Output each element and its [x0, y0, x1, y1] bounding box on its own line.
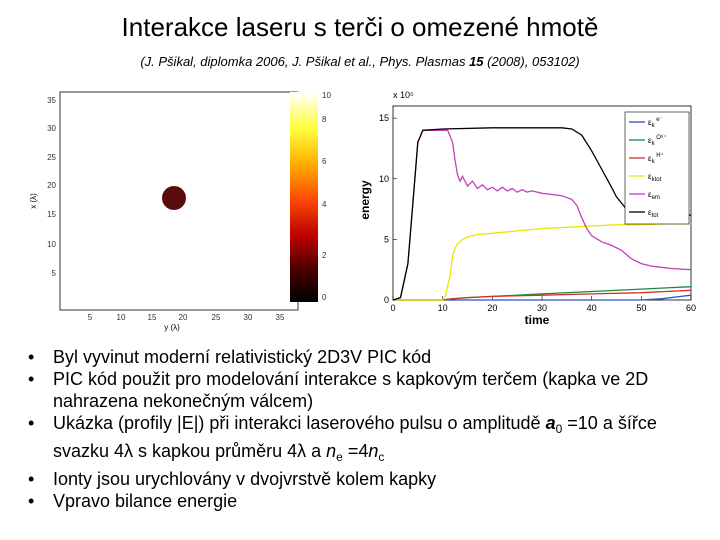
bullet-text: =10 a šířce svazku 4 — [53, 413, 657, 461]
xtick-label: 30 — [537, 303, 547, 313]
ytick-label: 0 — [384, 295, 389, 305]
xtick: 20 — [179, 313, 188, 322]
bullet-text: Ukázka (profily |E|) při interakci laser… — [53, 413, 546, 433]
x-axis-label: time — [525, 313, 550, 327]
colorbar-tick: 10 — [322, 91, 331, 100]
x-ticks: 5 10 15 20 25 30 35 — [88, 313, 285, 322]
citation-text-end: (2008), 053102) — [483, 54, 580, 69]
ytick: 35 — [47, 96, 56, 105]
legend-entry: εem — [648, 190, 660, 201]
colorbar — [290, 92, 318, 302]
bullet-text: =4 — [342, 441, 369, 461]
ytick: 20 — [47, 181, 56, 190]
subscript: c — [378, 450, 385, 464]
xtick: 5 — [88, 313, 93, 322]
bullet-item: Ionty jsou urychlovány v dvojvrstvě kole… — [28, 468, 708, 490]
xtick: 15 — [148, 313, 157, 322]
bullet-item: Byl vyvinut moderní relativistický 2D3V … — [28, 346, 708, 368]
y-axis-label: energy — [358, 180, 372, 220]
field-profile-plot: 35 30 25 20 15 10 5 5 10 15 20 25 30 35 … — [29, 91, 331, 332]
series-line — [393, 289, 692, 301]
series-line — [393, 294, 692, 301]
xtick: 30 — [244, 313, 253, 322]
citation-text: (J. Pšikal, diplomka 2006, J. Pšikal et … — [140, 54, 470, 69]
series-line — [392, 129, 692, 301]
colorbar-tick: 8 — [322, 115, 327, 124]
ytick-label: 5 — [384, 234, 389, 244]
ytick-label: 10 — [379, 174, 389, 184]
xtick-label: 50 — [636, 303, 646, 313]
bullet-text: a — [306, 441, 327, 461]
colorbar-tick: 6 — [322, 157, 327, 166]
bullet-item: PIC kód použit pro modelování interakce … — [28, 368, 708, 412]
xtick-label: 0 — [390, 303, 395, 313]
colorbar-tick: 4 — [322, 200, 327, 209]
symbol-lambda: λ — [124, 441, 134, 461]
symbol-a: a — [545, 413, 556, 433]
colorbar-tick: 0 — [322, 293, 327, 302]
subscript: e — [336, 450, 343, 464]
x-axis-label: y (λ) — [164, 323, 180, 332]
citation-volume: 15 — [469, 54, 484, 69]
ytick: 5 — [52, 269, 57, 278]
symbol-n: n — [326, 441, 337, 461]
xtick-label: 10 — [438, 303, 448, 313]
legend-box — [624, 111, 690, 225]
bullet-list: Byl vyvinut moderní relativistický 2D3V … — [28, 346, 708, 512]
bullet-text: s kapkou průměru 4 — [133, 441, 298, 461]
bullet-item: Vpravo bilance energie — [28, 490, 708, 512]
ytick: 30 — [47, 124, 56, 133]
slide-title: Interakce laseru s terči o omezené hmotě — [121, 12, 599, 42]
chart-multiplier: x 10⁵ — [393, 90, 414, 100]
symbol-lambda: λ — [297, 441, 307, 461]
legend-entry: εtot — [648, 208, 659, 219]
legend-entry: εktot — [648, 172, 662, 183]
energy-balance-chart: 0 5 10 15 0 10 20 30 40 50 60 x 10⁵ energy time εk… — [358, 90, 696, 327]
xtick-label: 60 — [686, 303, 696, 313]
xtick: 25 — [212, 313, 221, 322]
subscript: 0 — [555, 422, 563, 436]
ytick: 10 — [47, 240, 56, 249]
ytick: 15 — [47, 210, 56, 219]
droplet — [162, 186, 186, 210]
slide-citation: (J. Pšikal, diplomka 2006, J. Pšikal et … — [0, 54, 720, 69]
ytick-label: 15 — [379, 113, 389, 123]
series-line — [393, 222, 691, 301]
y-axis-label: x (λ) — [29, 193, 38, 209]
colorbar-tick: 2 — [322, 251, 327, 260]
colorbar-ticks: 10 8 6 4 2 0 — [322, 91, 331, 302]
symbol-n: n — [368, 441, 379, 461]
y-ticks: 35 30 25 20 15 10 5 — [47, 96, 56, 278]
xtick: 35 — [276, 313, 285, 322]
xtick-label: 20 — [487, 303, 497, 313]
bullet-item: Ukázka (profily |E|) při interakci laser… — [28, 412, 708, 468]
ytick: 25 — [47, 153, 56, 162]
xtick: 10 — [117, 313, 126, 322]
xtick-label: 40 — [587, 303, 597, 313]
